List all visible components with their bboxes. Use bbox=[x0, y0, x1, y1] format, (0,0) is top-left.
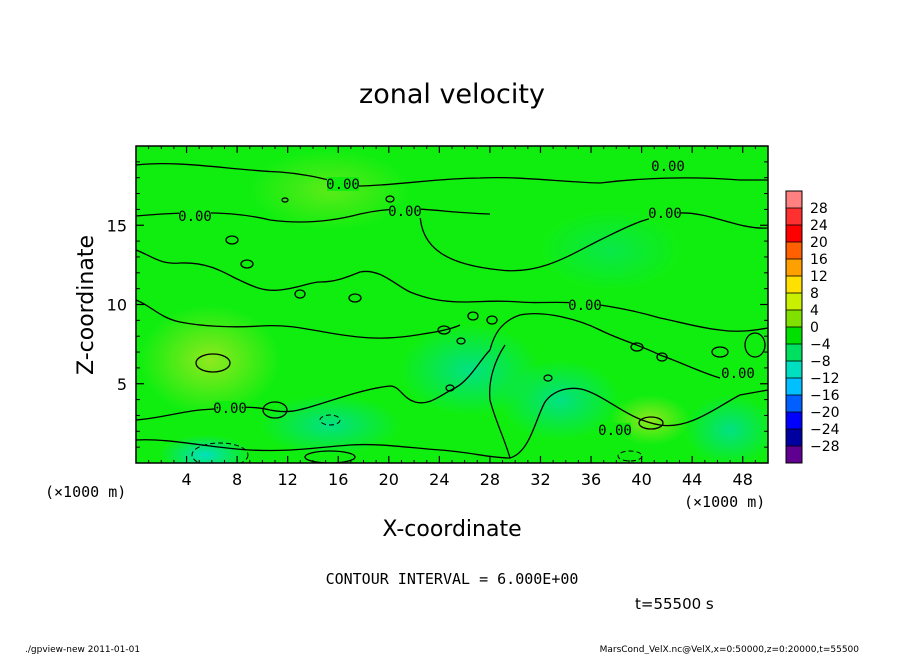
contour-lines bbox=[136, 163, 768, 463]
contour-label-bg bbox=[649, 206, 681, 220]
contour-label-bg bbox=[389, 204, 421, 218]
contour-label-bg bbox=[569, 298, 601, 312]
y-axis: 5 10 15 bbox=[107, 161, 768, 448]
colorbar-label: 28 bbox=[810, 201, 828, 217]
contour-label: 0.00 bbox=[388, 204, 422, 220]
y-tick-label: 15 bbox=[107, 216, 127, 235]
contour-label-bg bbox=[179, 209, 211, 223]
x-unit-label-right: (×1000 m) bbox=[684, 493, 765, 511]
contour-label: 0.00 bbox=[721, 366, 755, 382]
colorbar-swatch bbox=[786, 344, 802, 362]
time-text: t=55500 s bbox=[635, 595, 714, 613]
y-tick-label: 10 bbox=[107, 296, 127, 315]
colorbar-swatch bbox=[786, 191, 802, 209]
colorbar-swatch bbox=[786, 446, 802, 464]
colorbar-label: 12 bbox=[810, 269, 828, 285]
colorbar-label: −20 bbox=[810, 405, 840, 421]
contour-label: 0.00 bbox=[568, 298, 602, 314]
colorbar-swatch bbox=[786, 395, 802, 413]
x-tick-label: 40 bbox=[631, 470, 651, 489]
colorbar-swatch bbox=[786, 242, 802, 260]
contour-label: 0.00 bbox=[648, 206, 682, 222]
x-tick-label: 48 bbox=[733, 470, 753, 489]
x-tick-label: 36 bbox=[581, 470, 601, 489]
contour-label-bg bbox=[599, 423, 631, 437]
contour-label: 0.00 bbox=[651, 159, 685, 175]
y-axis-title: Z-coordinate bbox=[74, 235, 99, 375]
colorbar-label: −28 bbox=[810, 439, 840, 455]
x-tick-label: 20 bbox=[379, 470, 399, 489]
chart-title: zonal velocity bbox=[359, 79, 545, 110]
colorbar-swatch bbox=[786, 293, 802, 311]
colorbar-swatch bbox=[786, 412, 802, 430]
x-tick-label: 8 bbox=[232, 470, 242, 489]
contour-label: 0.00 bbox=[178, 209, 212, 225]
colorbar-swatch bbox=[786, 259, 802, 277]
colorbar-label: −4 bbox=[810, 337, 831, 353]
x-axis: 4 8 12 16 20 24 28 32 36 40 44 48 bbox=[148, 146, 756, 489]
x-tick-label: 12 bbox=[278, 470, 298, 489]
colorbar-label: −24 bbox=[810, 422, 840, 438]
contour-label: 0.00 bbox=[213, 401, 247, 417]
contour-label-bg bbox=[214, 401, 246, 415]
contour-label-bg bbox=[327, 177, 359, 191]
x-tick-label: 28 bbox=[480, 470, 500, 489]
x-tick-label: 4 bbox=[181, 470, 191, 489]
colorbar-label: 24 bbox=[810, 218, 828, 234]
plot-field: 0.00 0.00 0.00 0.00 0.00 0.00 0.00 0.00 0.00 bbox=[136, 146, 768, 463]
colorbar-swatch bbox=[786, 429, 802, 447]
contour-label-bg bbox=[652, 159, 684, 173]
colorbar-swatch bbox=[786, 225, 802, 243]
colorbar-label: −16 bbox=[810, 388, 840, 404]
contour-labels: 0.00 0.00 0.00 0.00 0.00 0.00 0.00 0.00 0.00 bbox=[178, 159, 755, 439]
contour-interval-text: CONTOUR INTERVAL = 6.000E+00 bbox=[326, 570, 579, 588]
colorbar-swatch bbox=[786, 378, 802, 396]
colorbar-swatch bbox=[786, 327, 802, 345]
colorbar-label: 8 bbox=[810, 286, 819, 302]
x-tick-label: 24 bbox=[429, 470, 449, 489]
contour-label-bg bbox=[722, 366, 754, 380]
y-tick-label: 5 bbox=[117, 375, 127, 394]
colorbar-label: 20 bbox=[810, 235, 828, 251]
colorbar-label: −12 bbox=[810, 371, 840, 387]
colorbar-swatch bbox=[786, 361, 802, 379]
contour-label: 0.00 bbox=[598, 423, 632, 439]
footer-left: ./gpview-new 2011-01-01 bbox=[25, 645, 140, 654]
colorbar-label: 0 bbox=[810, 320, 819, 336]
footer-right: MarsCond_VelX.nc@VelX,x=0:50000,z=0:2000… bbox=[600, 645, 860, 654]
contour-label: 0.00 bbox=[326, 177, 360, 193]
x-tick-label: 44 bbox=[682, 470, 702, 489]
colorbar-swatch bbox=[786, 208, 802, 226]
colorbar-label: 16 bbox=[810, 252, 828, 268]
x-tick-label: 16 bbox=[328, 470, 348, 489]
x-unit-label-left: (×1000 m) bbox=[45, 483, 126, 501]
x-axis-title: X-coordinate bbox=[382, 517, 521, 542]
colorbar-swatch bbox=[786, 276, 802, 294]
colorbar-swatch bbox=[786, 310, 802, 328]
colorbar-label: −8 bbox=[810, 354, 831, 370]
x-tick-label: 32 bbox=[530, 470, 550, 489]
colorbar-label: 4 bbox=[810, 303, 819, 319]
